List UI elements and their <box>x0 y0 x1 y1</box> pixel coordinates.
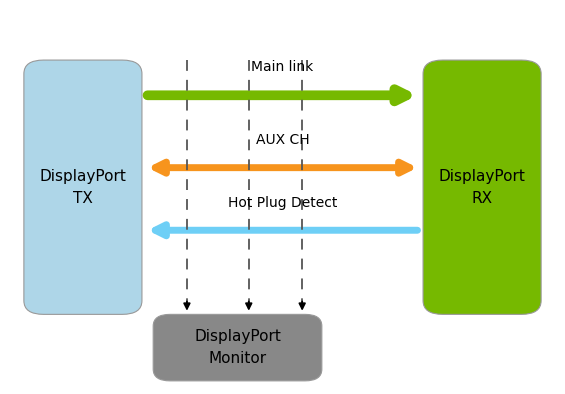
Text: DisplayPort
RX: DisplayPort RX <box>438 169 525 206</box>
FancyBboxPatch shape <box>153 314 322 381</box>
Text: DisplayPort
Monitor: DisplayPort Monitor <box>194 329 281 366</box>
Text: DisplayPort
TX: DisplayPort TX <box>40 169 127 206</box>
FancyBboxPatch shape <box>423 60 541 314</box>
Text: AUX CH: AUX CH <box>256 133 309 147</box>
Text: Hot Plug Detect: Hot Plug Detect <box>228 195 337 210</box>
Text: Main link: Main link <box>251 60 314 74</box>
FancyBboxPatch shape <box>24 60 142 314</box>
